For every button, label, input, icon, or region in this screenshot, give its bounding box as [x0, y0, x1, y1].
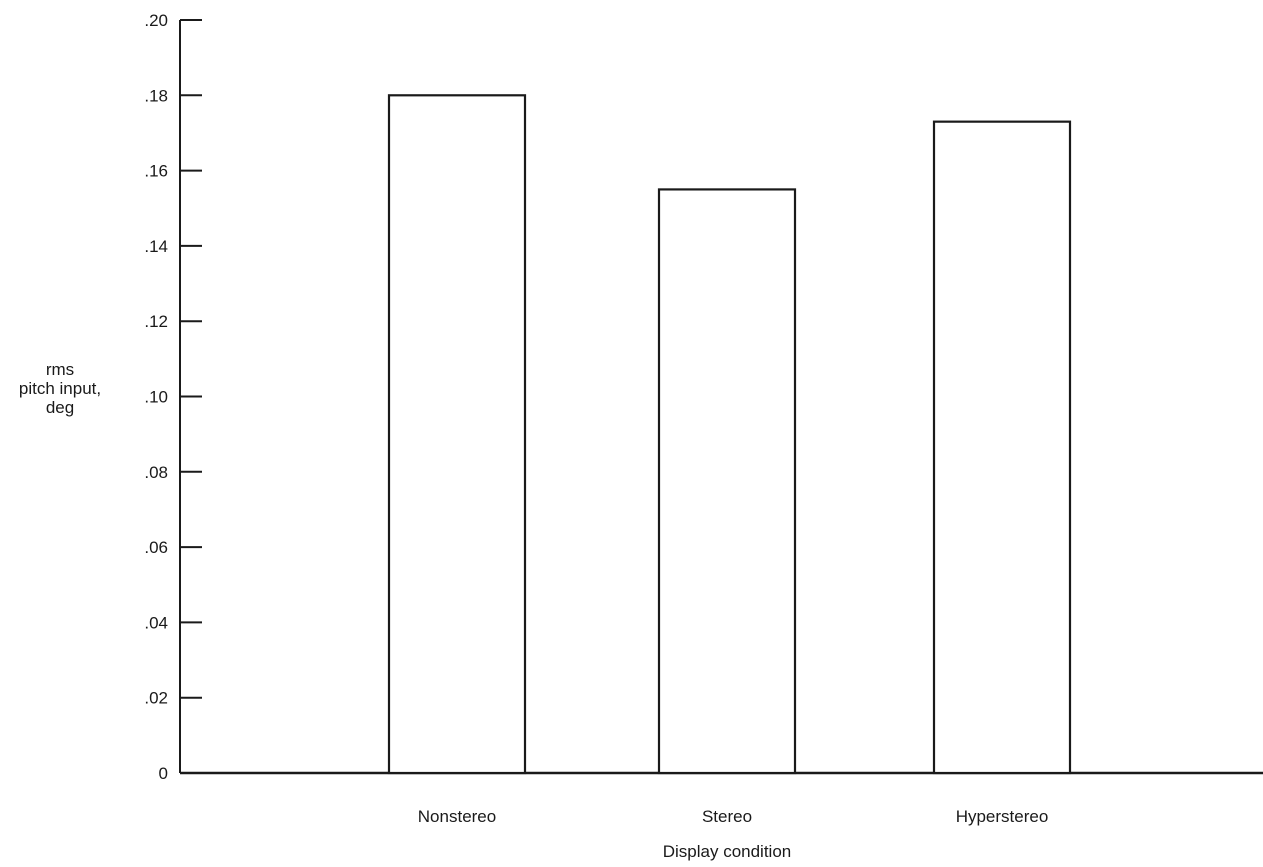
- y-tick-label: .02: [144, 689, 168, 708]
- bar-nonstereo: [387, 94, 527, 775]
- y-tick-label: .10: [144, 388, 168, 407]
- y-tick-label: .08: [144, 463, 168, 482]
- bar-hyperstereo: [932, 120, 1072, 775]
- category-labels: Nonstereo Stereo Hyperstereo: [418, 807, 1049, 826]
- category-label-stereo: Stereo: [702, 807, 752, 826]
- y-tick-label: .06: [144, 538, 168, 557]
- y-tick-label: 0: [159, 764, 168, 783]
- y-ticks: 0 .02 .04 .06 .08 .10 .12 .14 .16 .18 .20: [144, 11, 202, 783]
- y-axis-label-line: rms: [46, 360, 74, 379]
- y-tick-label: .18: [144, 86, 168, 105]
- bar-stereo: [657, 188, 797, 775]
- bars: [387, 94, 1072, 775]
- y-tick-label: .14: [144, 237, 168, 256]
- y-tick-label: .12: [144, 312, 168, 331]
- y-axis-label-line: pitch input,: [19, 379, 101, 398]
- y-tick-label: .16: [144, 162, 168, 181]
- y-axis-label: rms pitch input, deg: [19, 360, 101, 417]
- category-label-nonstereo: Nonstereo: [418, 807, 496, 826]
- y-tick-label: .20: [144, 11, 168, 30]
- x-axis-label: Display condition: [663, 842, 792, 861]
- y-axis-label-line: deg: [46, 398, 74, 417]
- y-tick-label: .04: [144, 613, 168, 632]
- category-label-hyperstereo: Hyperstereo: [956, 807, 1049, 826]
- axis-labels: Display condition rms pitch input, deg: [19, 360, 791, 861]
